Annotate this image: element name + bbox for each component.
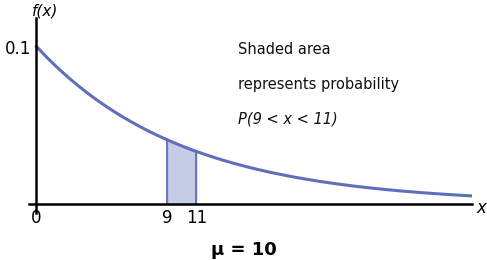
Text: f(x): f(x) bbox=[32, 3, 58, 18]
Text: represents probability: represents probability bbox=[238, 77, 399, 92]
Text: Shaded area: Shaded area bbox=[238, 42, 330, 57]
Text: x: x bbox=[477, 199, 487, 217]
Text: μ = 10: μ = 10 bbox=[210, 240, 277, 259]
Text: P(9 < x < 11): P(9 < x < 11) bbox=[238, 112, 337, 127]
